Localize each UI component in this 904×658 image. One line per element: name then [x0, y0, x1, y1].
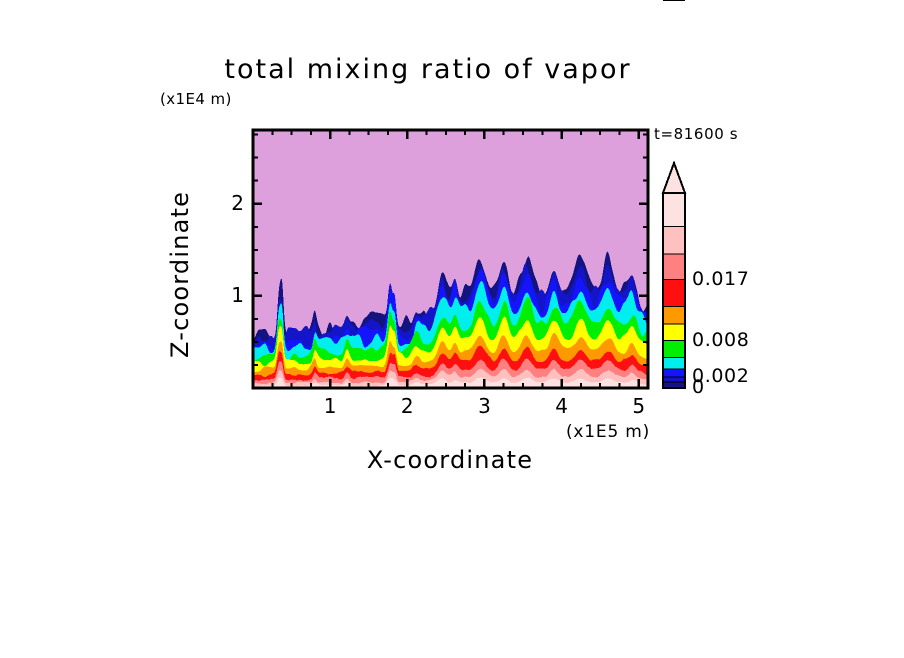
y-axis-unit-label: (x1E4 m)	[160, 90, 232, 108]
colorbar-tick-label: 0.017	[692, 267, 750, 290]
colorbar-tick-label: 0	[692, 376, 705, 398]
y-axis-label: Z-coordinate	[166, 190, 194, 358]
plot-frame	[251, 128, 650, 390]
y-tick-label: 1	[231, 282, 244, 307]
colorbar	[661, 0, 687, 389]
y-tick-label: 2	[231, 190, 244, 215]
x-tick-label: 2	[400, 394, 414, 418]
x-axis-unit-label: (x1E5 m)	[566, 422, 651, 442]
colorbar-tick-label: 0.002	[692, 365, 750, 388]
x-tick-label: 3	[478, 394, 491, 418]
timestamp-label: t=81600 s	[654, 125, 739, 143]
x-tick-label: 4	[555, 394, 568, 418]
x-tick-label: 5	[632, 394, 646, 418]
page-title: total mixing ratio of vapor	[224, 54, 632, 85]
x-tick-label: 1	[323, 394, 337, 418]
contour-field	[253, 130, 648, 388]
colorbar-tick-label: 0.008	[692, 329, 750, 352]
x-axis-label: X-coordinate	[366, 446, 534, 474]
